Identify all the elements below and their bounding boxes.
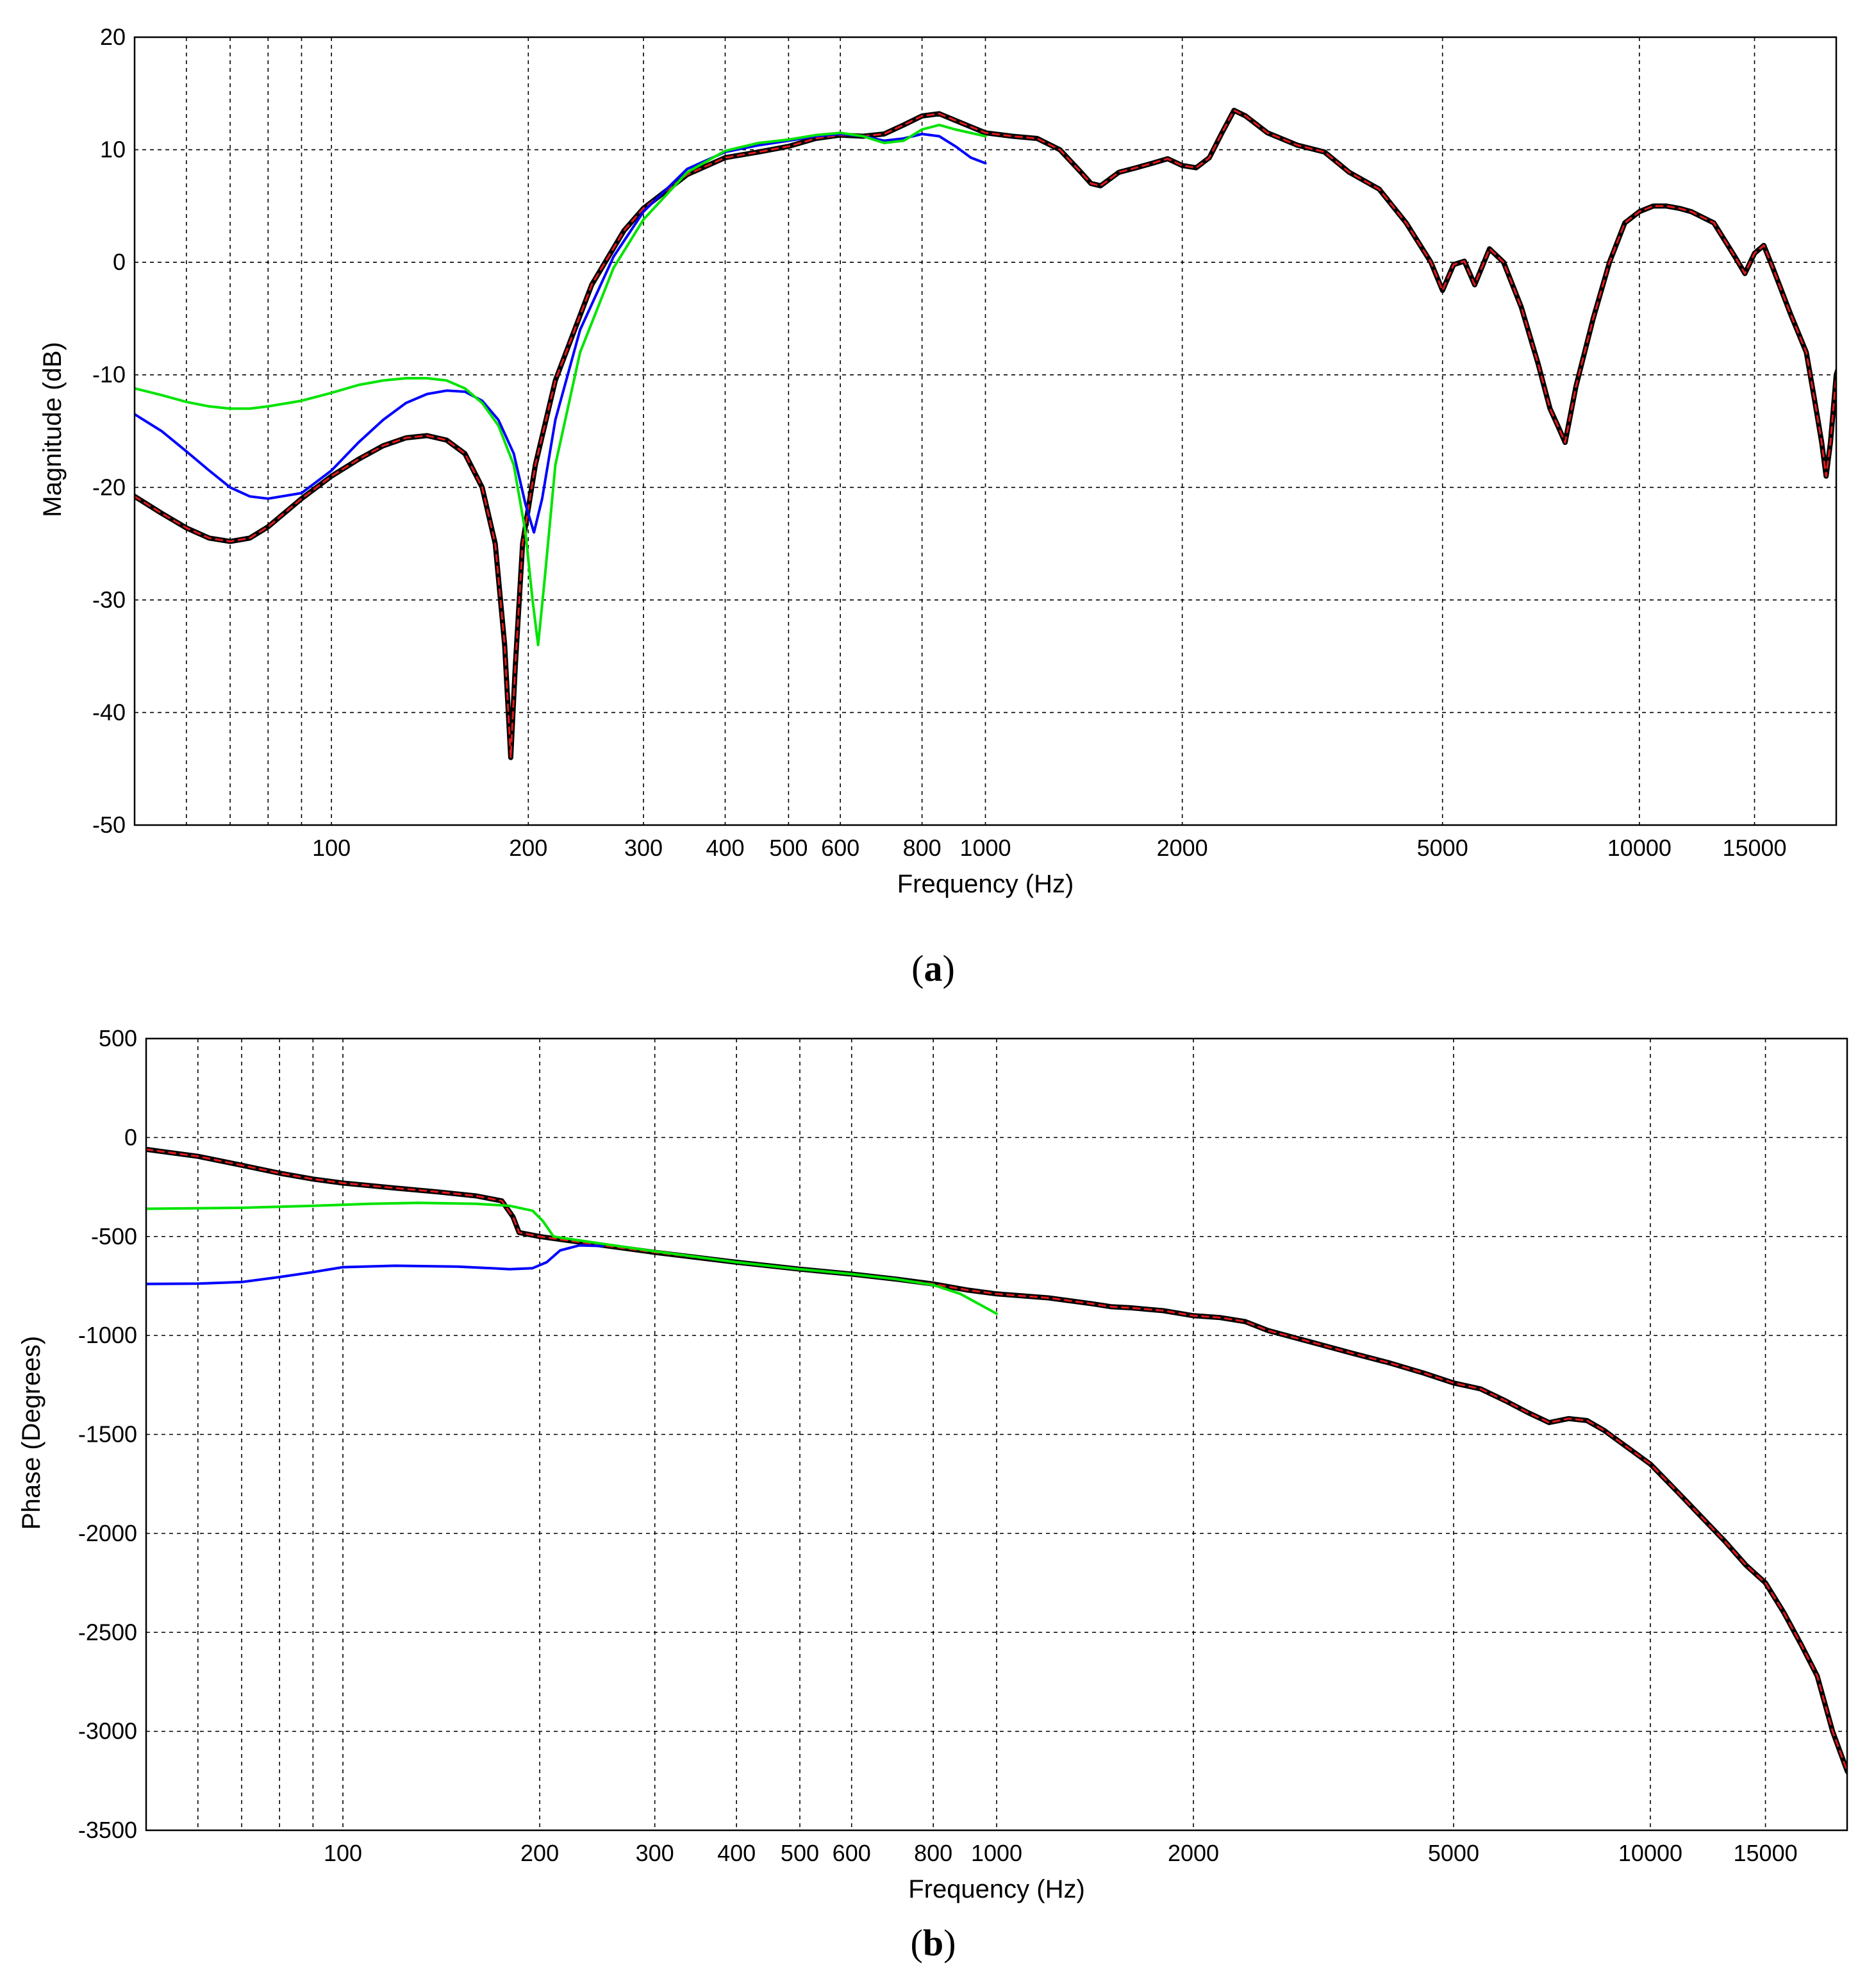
x-tick-label: 1000 <box>959 835 1011 861</box>
panel-b: 100 200 300 400 500 600 800 1000 2000 5000 10000 15… <box>17 1025 1848 1964</box>
x-tick-label: 10000 <box>1607 835 1672 861</box>
x-tick-label: 15000 <box>1734 1840 1798 1866</box>
x-tick-label: 300 <box>624 835 663 861</box>
x-tick-label: 300 <box>636 1840 674 1866</box>
panel-a: 100 200 300 400 500 600 800 1000 2000 5000 10000 15… <box>38 24 1838 989</box>
x-tick-label: 15000 <box>1722 835 1786 861</box>
y-tick-label: -10 <box>92 362 126 388</box>
panel-caption: (b) <box>911 1922 956 1964</box>
x-tick-label: 800 <box>903 835 942 861</box>
x-tick-label: 100 <box>324 1840 362 1866</box>
x-tick-label: 400 <box>706 835 744 861</box>
x-tick-label: 800 <box>914 1840 952 1866</box>
series-line-4 <box>135 123 987 647</box>
y-axis-label: Phase (Degrees) <box>17 1336 46 1530</box>
x-tick-label: 200 <box>520 1840 559 1866</box>
y-tick-label: 0 <box>124 1124 137 1150</box>
y-tick-label: -500 <box>91 1223 137 1249</box>
series-group <box>146 1146 1847 1776</box>
series-line-3 <box>135 133 987 534</box>
x-tick-label: 400 <box>717 1840 756 1866</box>
y-tick-label: 20 <box>100 24 126 50</box>
y-tick-label: -2500 <box>78 1619 137 1645</box>
x-axis-label: Frequency (Hz) <box>897 870 1074 898</box>
y-tick-label: -2000 <box>78 1520 137 1546</box>
panel-caption: (a) <box>911 948 955 989</box>
x-tick-label: 10000 <box>1618 1840 1682 1866</box>
y-tick-label: 500 <box>99 1025 137 1051</box>
x-tick-label: 600 <box>833 1840 871 1866</box>
x-tick-label: 500 <box>769 835 808 861</box>
x-axis-label: Frequency (Hz) <box>908 1875 1085 1903</box>
y-tick-label: -1500 <box>78 1421 137 1448</box>
series-group <box>135 108 1836 760</box>
x-tick-label: 1000 <box>971 1840 1022 1866</box>
y-tick-label: -3000 <box>78 1718 137 1744</box>
series-line-1 <box>146 1146 1847 1776</box>
plot-frame <box>133 36 1838 826</box>
y-tick-label: -1000 <box>78 1322 137 1348</box>
y-tick-label: 0 <box>113 249 126 275</box>
y-tick-label: -50 <box>92 812 126 838</box>
series-line-1 <box>135 108 1836 760</box>
series-line-3 <box>146 1244 604 1285</box>
x-tick-label: 5000 <box>1428 1840 1479 1866</box>
y-tick-label: -3500 <box>78 1817 137 1843</box>
x-tick-label: 5000 <box>1417 835 1468 861</box>
x-tick-label: 2000 <box>1157 835 1208 861</box>
grid <box>135 37 1836 825</box>
x-tick-label: 200 <box>509 835 547 861</box>
y-tick-label: 10 <box>100 137 126 163</box>
plot-frame <box>145 1037 1848 1832</box>
x-tick-label: 500 <box>781 1840 819 1866</box>
x-tick-label: 2000 <box>1168 1840 1219 1866</box>
series-line-4 <box>146 1201 998 1316</box>
y-axis-label: Magnitude (dB) <box>38 342 67 517</box>
y-tick-label: -40 <box>92 699 126 725</box>
x-tick-label: 600 <box>821 835 859 861</box>
series-line-2 <box>146 1148 1847 1773</box>
x-tick-label: 100 <box>312 835 351 861</box>
y-tick-label: -30 <box>92 587 126 613</box>
series-line-2 <box>135 109 1836 759</box>
grid <box>146 1039 1847 1830</box>
y-tick-label: -20 <box>92 474 126 500</box>
